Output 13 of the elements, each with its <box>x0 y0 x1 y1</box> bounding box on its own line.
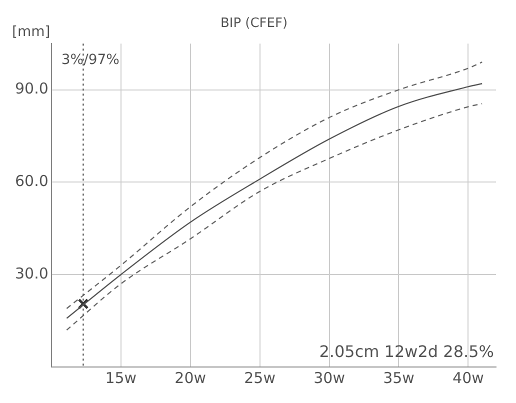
x-tick-label: 20w <box>174 368 206 387</box>
x-tick-label: 30w <box>314 368 345 387</box>
x-tick-label: 25w <box>244 368 276 387</box>
x-tick-label: 35w <box>383 368 414 387</box>
annotation: 3%/97% <box>61 52 120 68</box>
chart-title: BIP (CFEF) <box>220 16 288 32</box>
y-tick-label: 90.0 <box>14 80 48 98</box>
x-tick-label: 15w <box>105 368 137 387</box>
y-tick-label: 30.0 <box>14 264 48 282</box>
y-tick-label: 60.0 <box>14 172 48 190</box>
y-axis-title: [mm] <box>12 24 50 40</box>
annotation: 2.05cm 12w2d 28.5% <box>319 342 494 362</box>
x-tick-label: 40w <box>452 368 484 387</box>
